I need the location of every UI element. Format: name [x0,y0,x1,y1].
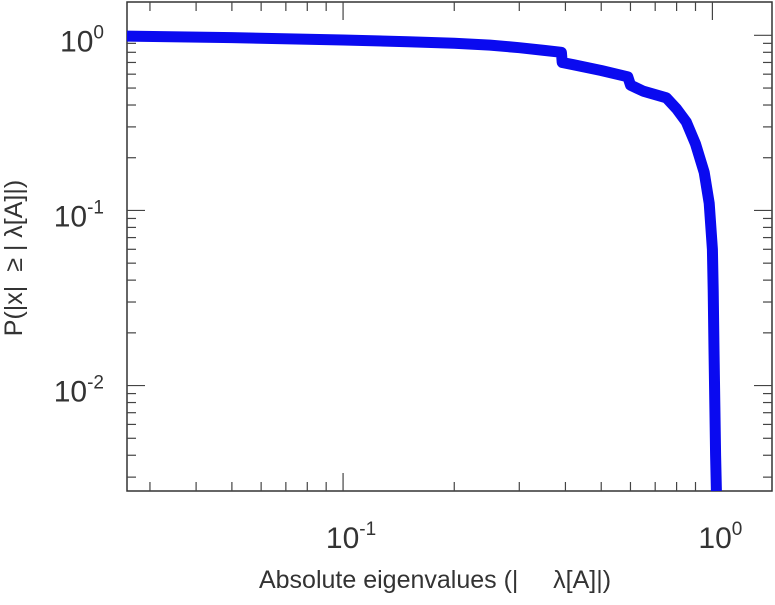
y-tick-label-exponent: -2 [87,373,104,394]
y-tick-label-base: 10 [54,200,87,233]
y-tick-label: 10-2 [54,373,104,409]
y-tick-label-exponent: 0 [93,22,104,43]
x-tick-label: 10-1 [326,519,376,555]
y-tick-label-exponent: -1 [87,197,104,218]
plot-frame [126,1,773,492]
y-tick-label-base: 10 [60,25,93,58]
y-axis-title: P(|x| ≥ | λ[A]|) [0,180,28,336]
series-layer [126,30,722,492]
x-tick-label-base: 10 [326,522,359,555]
minor-ticks [127,2,772,491]
y-tick-label-base: 10 [54,376,87,409]
x-tick-label-exponent: -1 [359,519,376,540]
x-tick-label-exponent: 0 [732,519,743,540]
x-tick-label: 100 [698,519,742,555]
series-line [126,30,722,492]
x-tick-label-base: 10 [698,522,731,555]
y-tick-label: 10-1 [54,197,104,233]
x-axis-title: Absolute eigenvalues (| λ[A]|) [259,566,611,594]
major-ticks [127,2,772,491]
y-tick-label: 100 [60,22,104,58]
